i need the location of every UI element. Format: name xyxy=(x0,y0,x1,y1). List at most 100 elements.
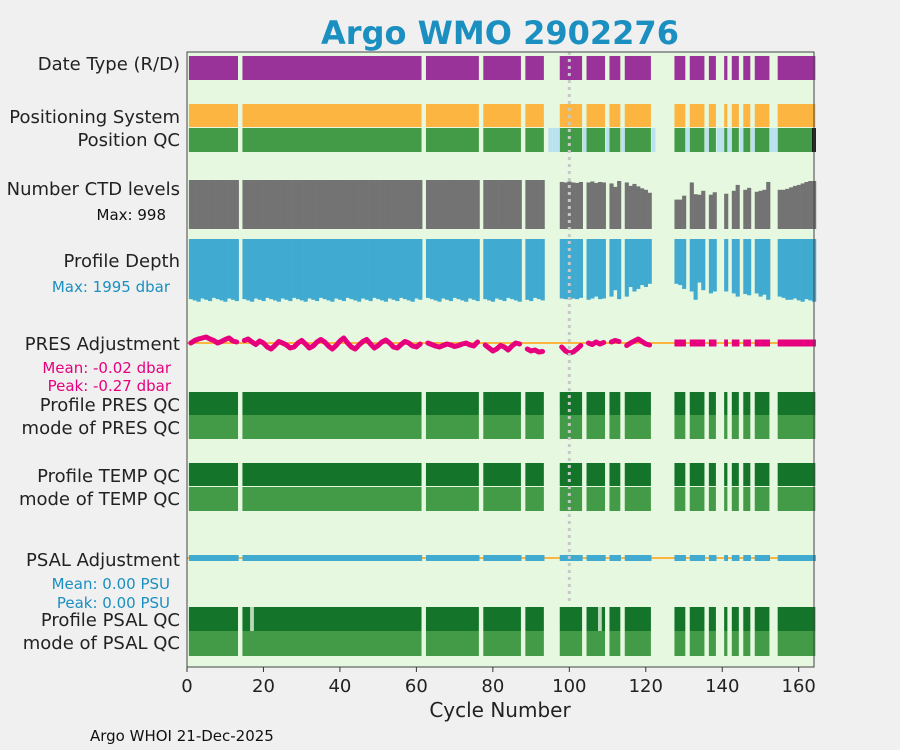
psal-qc-bar xyxy=(188,607,239,631)
psal-mode-bar xyxy=(609,631,621,656)
temp-qc-bar xyxy=(731,463,739,486)
position-qc-bar xyxy=(609,128,621,152)
temp-mode-bar xyxy=(754,487,770,511)
ctd-levels-bar xyxy=(273,180,278,229)
ctd-levels-bar xyxy=(387,180,392,229)
profile-depth-bar xyxy=(471,239,476,300)
position-qc-bar xyxy=(777,128,816,152)
ctd-levels-bar xyxy=(338,180,343,229)
position-qc-missing-bar xyxy=(582,128,587,152)
ctd-levels-bar xyxy=(747,187,752,229)
label-mode-pres-qc: mode of PRES QC xyxy=(22,418,180,439)
ctd-levels-bar xyxy=(372,180,377,229)
ctd-levels-bar xyxy=(506,180,511,229)
ctd-levels-bar xyxy=(468,180,473,229)
profile-depth-bar xyxy=(299,239,304,301)
psal-mode-bar xyxy=(708,631,716,656)
ctd-levels-bar xyxy=(682,195,687,229)
profile-depth-bar xyxy=(708,239,713,294)
profile-depth-bar xyxy=(640,239,645,286)
ctd-levels-bar xyxy=(525,180,530,229)
ctd-levels-bar xyxy=(368,180,373,229)
x-tick-label: 160 xyxy=(782,676,816,697)
profile-depth-bar xyxy=(624,239,629,297)
profile-depth-bar xyxy=(303,239,308,302)
pres-adjustment-line xyxy=(585,339,607,347)
ctd-levels-bar xyxy=(781,189,786,229)
position-qc-missing-bar xyxy=(727,128,732,152)
ctd-levels-bar xyxy=(250,180,255,229)
ctd-levels-bar xyxy=(253,180,259,229)
profile-depth-bar xyxy=(452,239,457,298)
psal-qc-bar xyxy=(743,607,751,631)
profile-depth-bar xyxy=(636,239,641,289)
profile-depth-bar xyxy=(762,239,767,295)
pres-qc-bar xyxy=(559,392,583,415)
profile-depth-bar xyxy=(754,239,759,294)
profile-depth-bar xyxy=(322,239,327,300)
temp-qc-bar xyxy=(724,463,728,486)
x-axis-label: Cycle Number xyxy=(429,698,571,722)
profile-depth-bar xyxy=(250,239,255,302)
profile-depth-bar xyxy=(276,239,281,302)
ctd-levels-bar xyxy=(353,180,358,229)
profile-depth-bar xyxy=(338,239,343,300)
profile-depth-bar xyxy=(498,239,503,300)
ctd-levels-bar xyxy=(594,182,599,229)
ctd-levels-bar xyxy=(617,180,622,229)
pres-mode-bar xyxy=(754,415,770,439)
profile-depth-bar xyxy=(345,239,350,298)
profile-depth-bar xyxy=(360,239,366,299)
ctd-levels-bar xyxy=(800,183,805,229)
ctd-levels-bar xyxy=(357,180,362,229)
ctd-levels-bar xyxy=(322,180,327,229)
ctd-levels-bar xyxy=(204,180,209,229)
profile-depth-bar xyxy=(617,239,622,300)
ctd-levels-bar xyxy=(311,180,316,229)
pres-qc-bar xyxy=(674,392,686,415)
profile-depth-bar xyxy=(536,239,541,300)
profile-depth-bar xyxy=(406,239,411,301)
ctd-levels-bar xyxy=(227,180,232,229)
profile-depth-bar xyxy=(433,239,438,301)
profile-depth-bar xyxy=(490,239,496,302)
profile-depth-bar xyxy=(674,239,679,284)
temp-qc-bar xyxy=(743,463,751,486)
temp-qc-bar xyxy=(754,463,770,486)
profile-depth-bar xyxy=(234,239,239,302)
position-qc-missing-bar xyxy=(548,128,553,152)
date-type-bar xyxy=(525,56,544,80)
profile-depth-bar xyxy=(735,239,740,297)
temp-qc-bar xyxy=(777,463,816,486)
profile-depth-bar xyxy=(743,239,748,295)
profile-depth-bar xyxy=(510,239,515,300)
position-qc-missing-bar xyxy=(552,128,556,152)
ctd-levels-bar xyxy=(383,180,389,229)
psal-qc-bar xyxy=(689,607,705,631)
positioning-bar xyxy=(483,104,521,127)
positioning-bar xyxy=(609,104,621,127)
ctd-levels-bar xyxy=(724,193,729,229)
profile-depth-bar xyxy=(204,239,209,300)
position-qc-bar xyxy=(188,128,239,152)
profile-depth-bar xyxy=(196,239,201,302)
x-axis-ticks: 0 20 40 60 80 100 120 140 160 xyxy=(181,667,816,697)
profile-depth-bar xyxy=(483,239,488,300)
x-tick-label: 0 xyxy=(181,676,192,697)
profile-depth-bar xyxy=(747,239,752,296)
ctd-levels-bar xyxy=(513,180,519,229)
label-profile-depth: Profile Depth xyxy=(63,251,180,272)
profile-depth-bar xyxy=(372,239,377,298)
pres-qc-bar xyxy=(586,392,606,415)
psal-mode-bar xyxy=(525,631,544,656)
label-psal-mean: Mean: 0.00 PSU xyxy=(52,575,170,593)
ctd-levels-bar xyxy=(578,181,583,229)
ctd-levels-bar xyxy=(257,180,262,229)
position-qc-bar xyxy=(743,128,751,152)
ctd-levels-bar xyxy=(418,180,423,229)
profile-depth-bar xyxy=(257,239,262,300)
pres-mode-bar xyxy=(674,415,686,439)
label-ctd-levels: Number CTD levels xyxy=(7,179,180,200)
ctd-levels-bar xyxy=(804,181,809,229)
pres-qc-bar xyxy=(609,392,621,415)
